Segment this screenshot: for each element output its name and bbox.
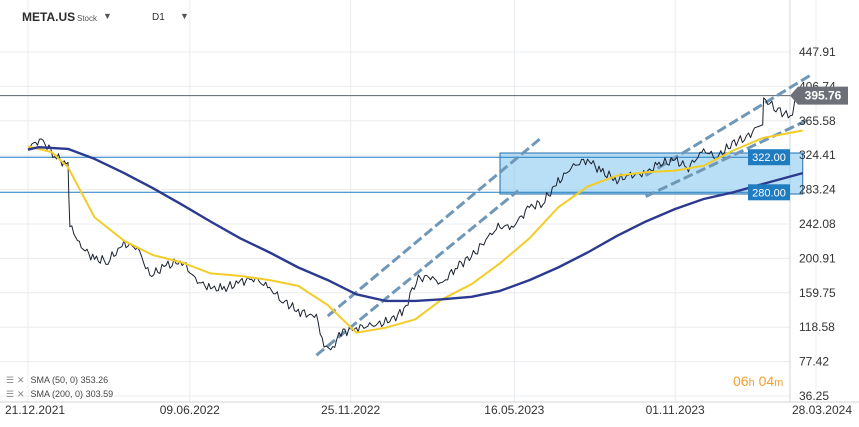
y-tick-label: 365.58 (799, 114, 836, 128)
level-price-tag-label: 280.00 (752, 187, 786, 199)
y-tick-label: 77.42 (799, 355, 829, 369)
indicator-close-icon[interactable]: ✕ (17, 389, 25, 399)
timeframe-label[interactable]: D1 (152, 12, 165, 23)
x-tick-label: 16.05.2023 (484, 403, 544, 417)
x-tick-label: 09.06.2022 (160, 403, 220, 417)
countdown-hours-unit: h (748, 377, 755, 389)
x-tick-label: 01.11.2023 (646, 403, 705, 417)
countdown-hours: 06 (733, 373, 749, 389)
countdown-minutes-unit: m (774, 377, 784, 389)
series-sma50-line (27, 129, 803, 334)
timeframe-dropdown-chevron-icon[interactable]: ▼ (180, 11, 189, 21)
level-price-tag (748, 184, 790, 201)
series-sma200-line (27, 146, 804, 303)
indicator-sma200[interactable]: ☰ ✕ SMA (200, 0) 303.59 (6, 389, 113, 399)
x-tick-label: 21.12.2021 (5, 403, 65, 417)
channel-2-lower-line (645, 117, 811, 198)
y-tick-label: 118.58 (799, 320, 835, 334)
level-price-tag (748, 149, 790, 166)
current-price-tag (790, 86, 848, 105)
indicator-sma50-value: 353.26 (80, 375, 109, 385)
level-price-tag-label: 322.00 (752, 152, 786, 164)
candle-countdown: 06h 04m (733, 373, 783, 389)
countdown-minutes: 04 (758, 373, 775, 389)
y-tick-label: 283.24 (799, 183, 836, 197)
indicator-sma200-value: 303.59 (85, 389, 114, 399)
y-tick-label: 200.91 (799, 251, 836, 265)
channel-1-upper-line (326, 137, 541, 318)
current-price-tag-label: 395.76 (805, 89, 842, 103)
symbol-type-label: Stock (77, 14, 98, 23)
x-tick-label: 25.11.2022 (321, 403, 380, 417)
indicator-sma50-label: SMA (50, 0) (30, 375, 79, 385)
indicator-close-icon[interactable]: ✕ (17, 375, 25, 385)
x-tick-label: 28.03.2024 (792, 403, 852, 417)
series-price-line (27, 87, 804, 351)
channel-2-upper-line (644, 74, 812, 177)
y-tick-label: 159.75 (799, 286, 836, 300)
y-tick-label: 242.08 (799, 217, 836, 231)
indicator-sma200-label: SMA (200, 0) (30, 389, 84, 399)
symbol-name[interactable]: META.US (22, 10, 76, 24)
y-tick-label: 36.25 (799, 389, 829, 403)
y-tick-label: 324.41 (799, 148, 836, 162)
indicator-sma50[interactable]: ☰ ✕ SMA (50, 0) 353.26 (6, 375, 108, 385)
indicator-settings-icon[interactable]: ☰ (6, 375, 15, 385)
indicator-settings-icon[interactable]: ☰ (6, 389, 15, 399)
symbol-dropdown-chevron-icon[interactable]: ▼ (103, 11, 112, 21)
y-tick-label: 447.91 (799, 45, 836, 59)
